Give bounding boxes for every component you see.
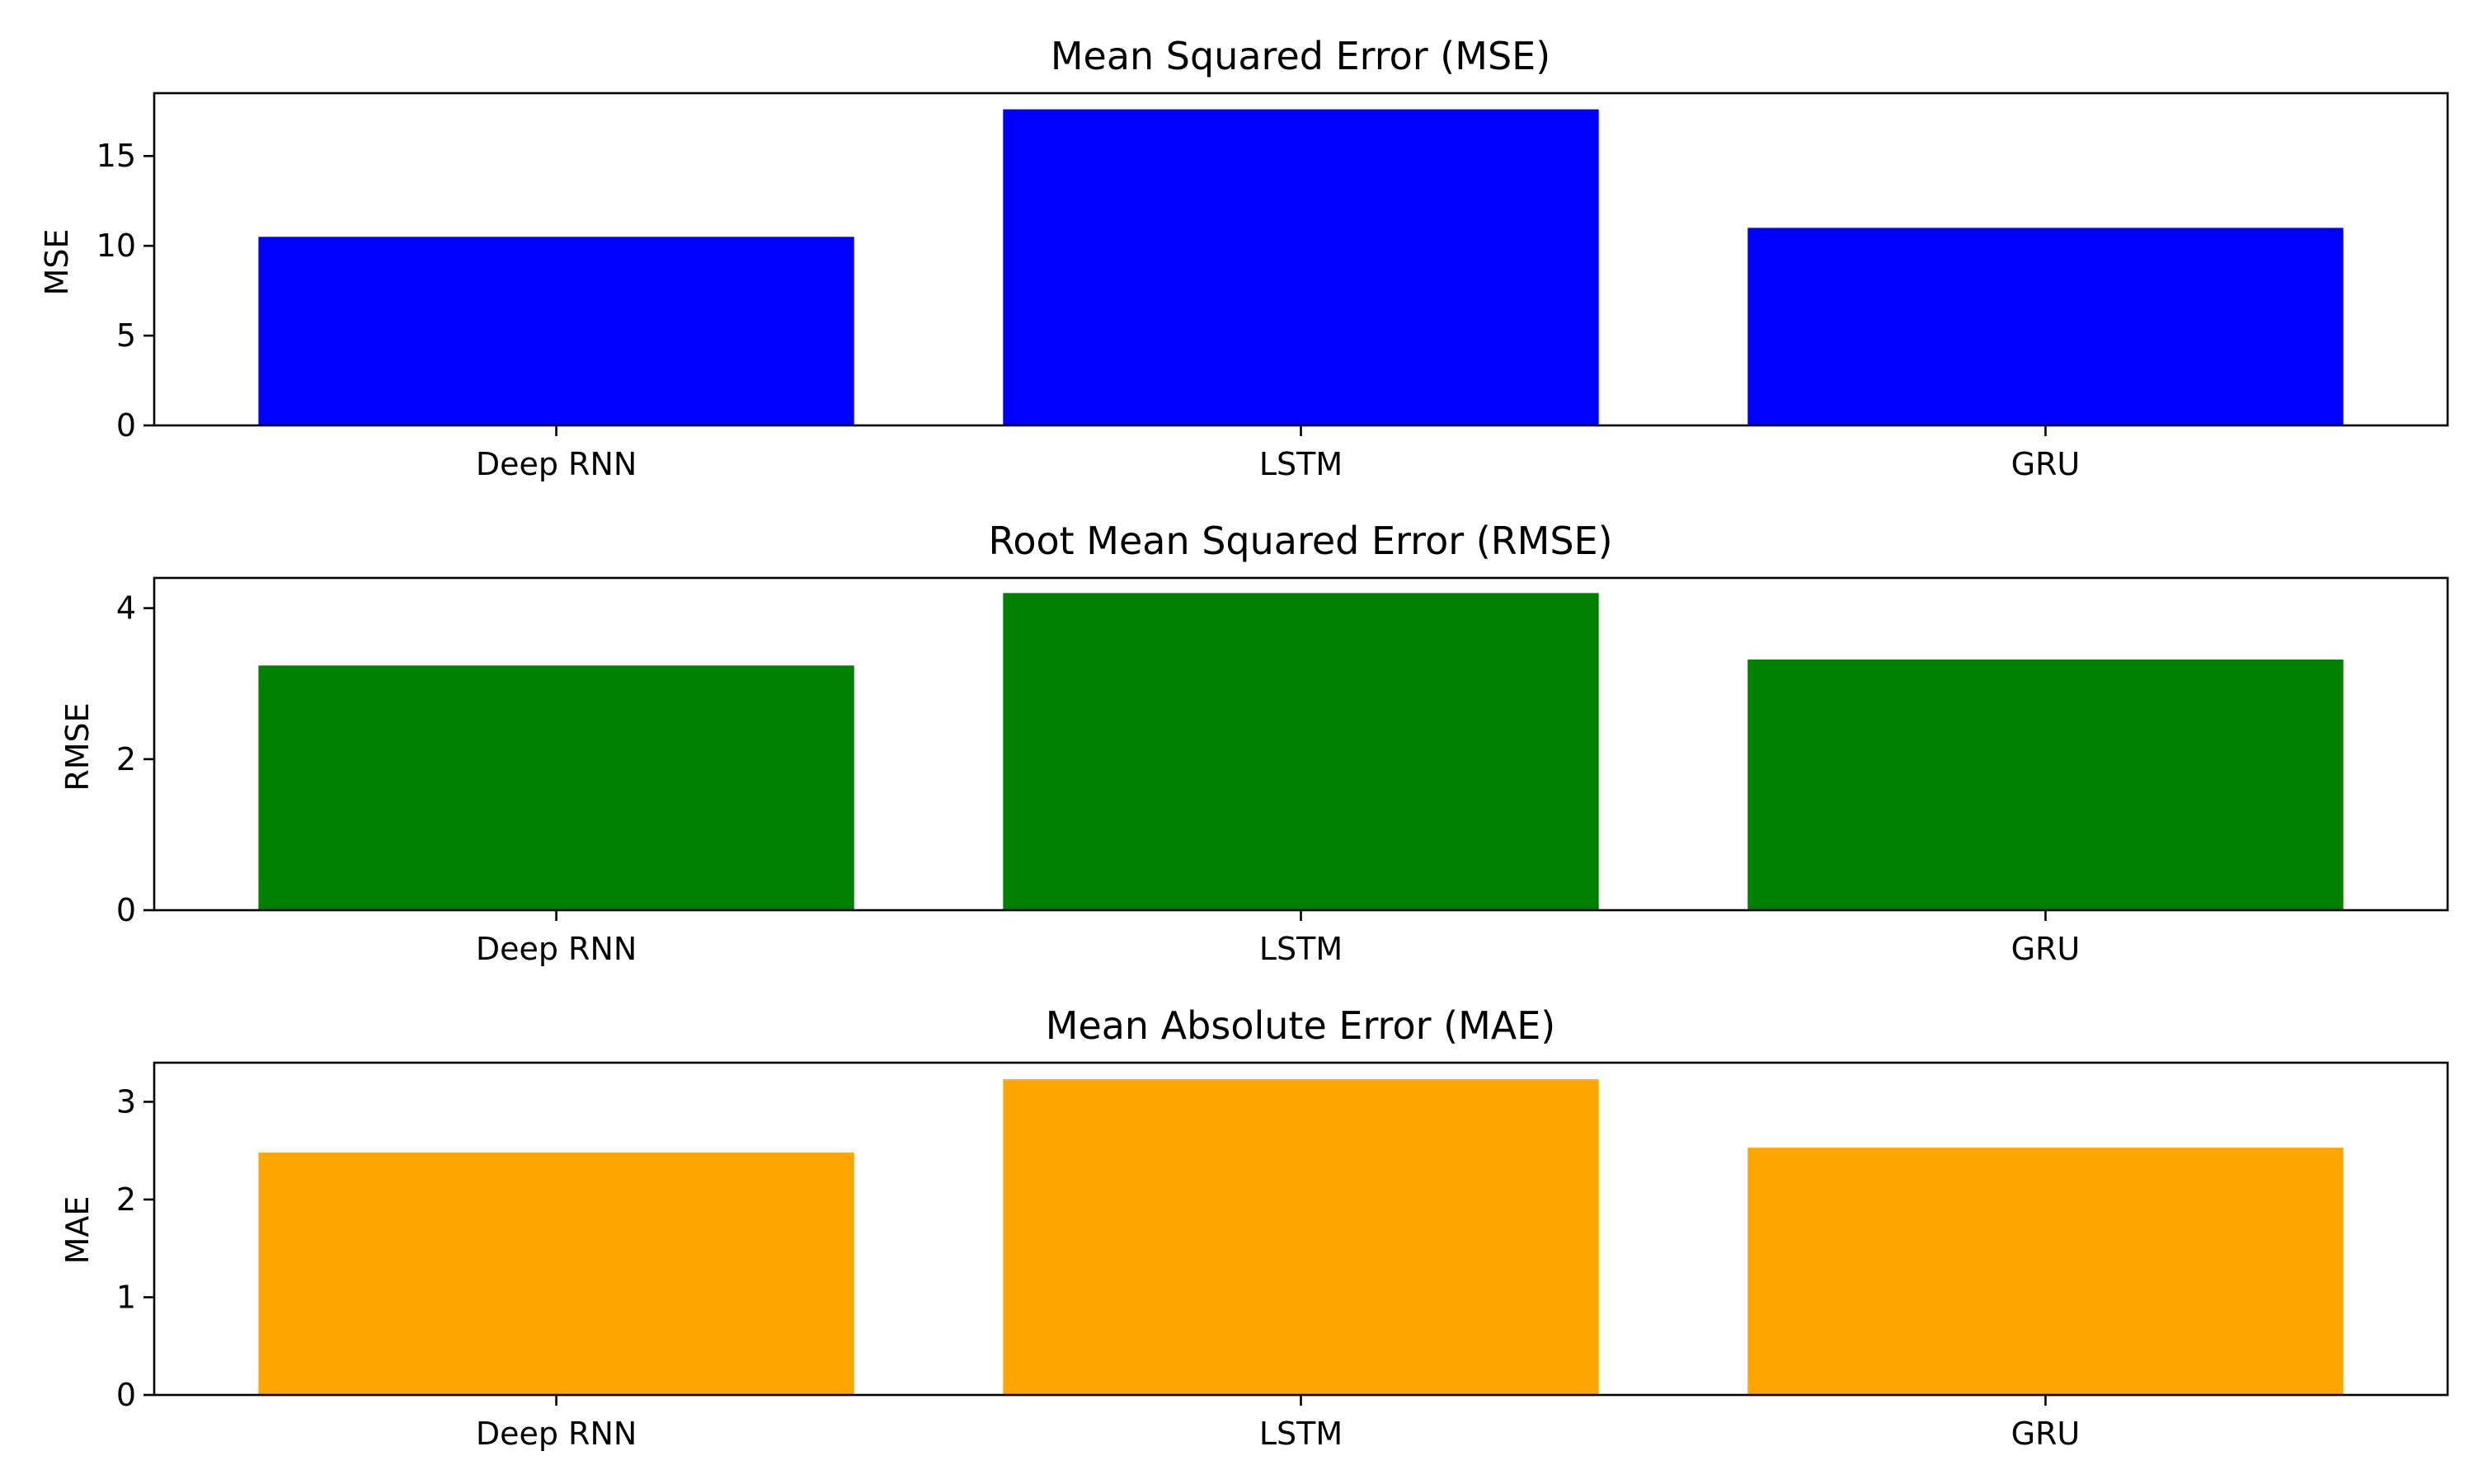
mse-xtick-label: GRU [2011,446,2081,482]
mae-x-ticks: Deep RNN LSTM GRU [476,1395,2080,1452]
mae-bar-deep-rnn [258,1153,854,1395]
rmse-x-ticks: Deep RNN LSTM GRU [476,910,2080,967]
mse-y-ticks: 0 5 10 15 [96,138,154,444]
rmse-axes-frame [153,576,2449,912]
mae-chart-title: Mean Absolute Error (MAE) [1046,1003,1555,1048]
mse-bar-gru [1747,228,2344,425]
mae-bars [258,1079,2344,1395]
mae-subplot: Mean Absolute Error (MAE) MAE 0 1 2 3 Deep … [59,1003,2449,1452]
mse-xtick-label: LSTM [1259,446,1343,482]
mae-xtick-label: GRU [2011,1416,2081,1452]
mae-y-ticks: 0 1 2 3 [116,1083,154,1413]
mse-ytick-label: 10 [96,228,136,264]
mse-bars [258,109,2344,425]
rmse-xtick-label: Deep RNN [476,931,637,967]
rmse-y-ticks: 0 2 4 [116,590,154,928]
rmse-xtick-label: GRU [2011,931,2081,967]
mse-axes-frame [153,92,2449,427]
mae-bar-lstm [1003,1079,1599,1395]
mae-axes-frame [153,1061,2449,1397]
mse-xtick-label: Deep RNN [476,446,637,482]
rmse-bar-lstm [1003,593,1599,910]
rmse-y-axis-label: RMSE [59,702,96,791]
rmse-subplot: Root Mean Squared Error (RMSE) RMSE 024 … [59,519,2449,967]
rmse-bar-deep-rnn [258,665,854,910]
mse-x-ticks: Deep RNN LSTM GRU [476,425,2080,482]
mae-ytick-label: 0 [116,1377,136,1413]
rmse-ytick-label: 0 [116,892,136,928]
mse-ytick-label: 5 [116,317,136,354]
mse-ytick-label: 15 [96,138,136,174]
mse-chart-title: Mean Squared Error (MSE) [1051,34,1550,78]
mae-xtick-label: Deep RNN [476,1416,637,1452]
rmse-ytick-label: 4 [116,590,136,627]
mse-subplot: Mean Squared Error (MSE) MSE 0 5 10 15 Deep… [39,34,2449,482]
mae-xtick-label: LSTM [1259,1416,1343,1452]
mae-ytick-label: 1 [116,1279,136,1315]
mae-y-axis-label: MAE [59,1196,96,1265]
mae-bar-gru [1747,1148,2344,1395]
rmse-chart-title: Root Mean Squared Error (RMSE) [988,519,1612,563]
rmse-bar-gru [1747,659,2344,910]
mse-y-axis-label: MSE [39,229,75,296]
mae-ytick-label: 3 [116,1083,136,1120]
mse-bar-lstm [1003,109,1599,425]
mse-ytick-label: 0 [116,407,136,444]
rmse-xtick-label: LSTM [1259,931,1343,967]
mse-bar-deep-rnn [258,237,854,425]
mae-ytick-label: 2 [116,1181,136,1218]
rmse-bars [258,593,2344,910]
rmse-ytick-label: 2 [116,741,136,777]
